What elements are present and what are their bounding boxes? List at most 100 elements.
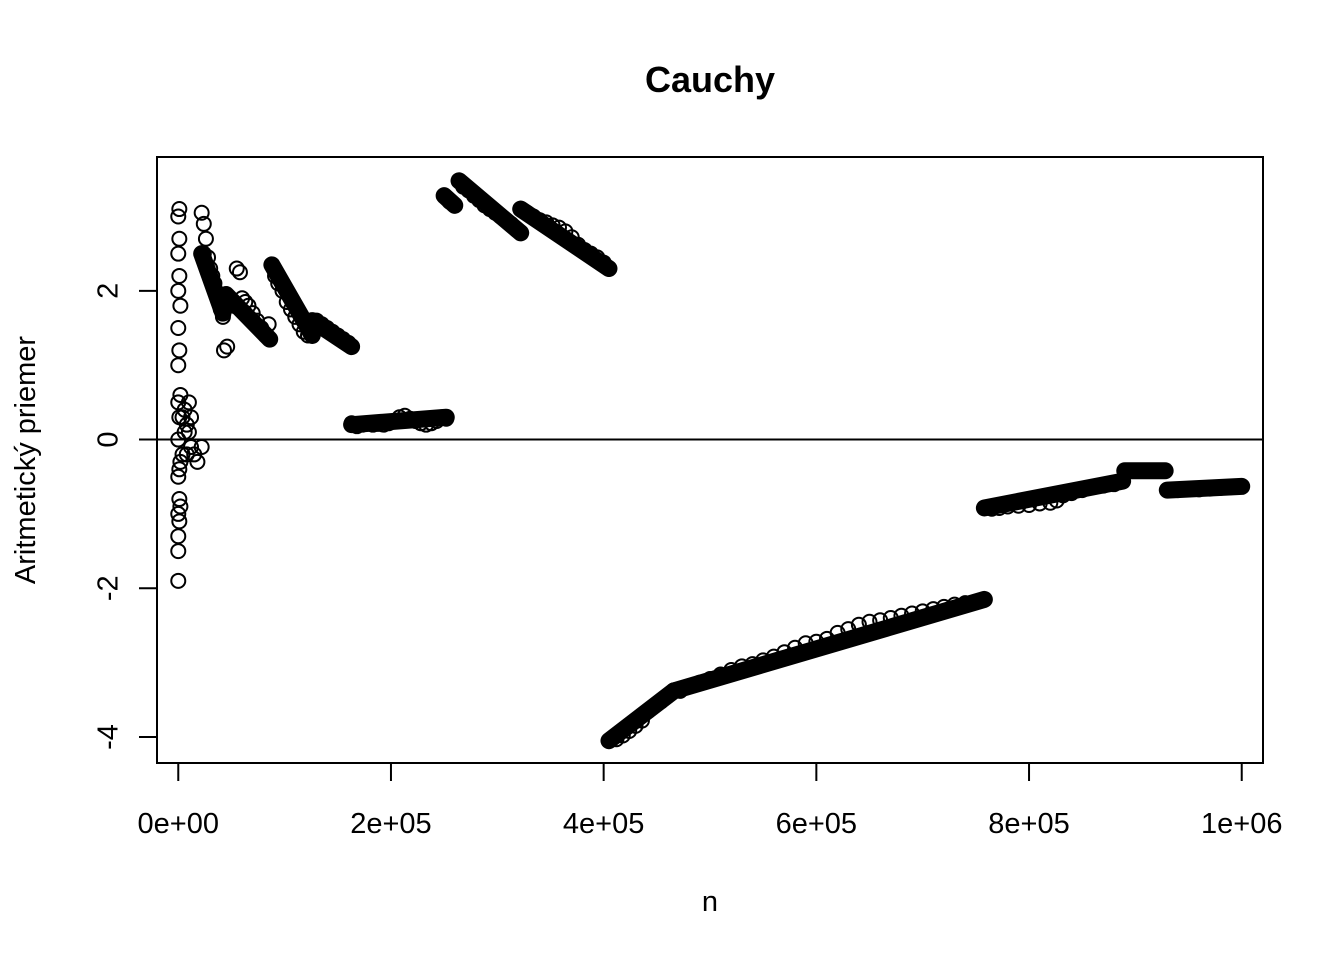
data-point	[197, 230, 214, 247]
data-point	[1114, 473, 1131, 490]
data-point	[215, 342, 232, 359]
data-point	[170, 320, 187, 337]
data-point	[202, 260, 219, 277]
data-point	[882, 610, 899, 627]
data-marks	[170, 172, 1251, 750]
data-point	[171, 201, 188, 218]
data-point	[204, 267, 221, 284]
data-point	[195, 215, 212, 232]
data-point	[600, 260, 617, 277]
data-point	[1055, 487, 1072, 504]
data-point	[991, 499, 1008, 516]
data-point	[471, 192, 488, 209]
data-point	[976, 591, 993, 608]
data-point	[787, 639, 804, 656]
data-point	[665, 682, 682, 699]
data-point	[691, 674, 708, 691]
data-point	[183, 438, 200, 455]
data-point	[171, 267, 188, 284]
data-point	[1169, 482, 1186, 499]
data-point	[712, 666, 729, 683]
data-point	[170, 208, 187, 225]
data-point	[364, 416, 381, 433]
data-point	[1084, 479, 1101, 496]
data-point	[1031, 495, 1048, 512]
data-point	[744, 656, 761, 673]
data-point	[231, 264, 248, 281]
data-point	[200, 249, 217, 266]
data-point	[193, 204, 210, 221]
x-tick-label: 0e+00	[138, 808, 219, 840]
data-point	[723, 662, 740, 679]
data-point	[808, 633, 825, 650]
data-point	[171, 461, 188, 478]
data-point	[1191, 481, 1208, 498]
data-point	[170, 572, 187, 589]
data-point	[219, 338, 236, 355]
data-point	[946, 596, 963, 613]
data-point	[1201, 480, 1218, 497]
data-point	[180, 424, 197, 441]
x-axis-label: n	[702, 886, 718, 918]
data-point	[170, 245, 187, 262]
y-axis: -4 -2 0 2	[93, 283, 158, 750]
data-point	[170, 468, 187, 485]
data-band	[1158, 477, 1251, 499]
data-point	[257, 327, 274, 344]
data-point	[914, 603, 931, 620]
data-point	[1157, 462, 1174, 479]
data-point	[508, 221, 525, 238]
y-tick-label: -2	[93, 575, 125, 601]
data-point	[850, 616, 867, 633]
chart-title: Cauchy	[645, 59, 775, 100]
data-point	[170, 543, 187, 560]
data-point	[1233, 478, 1250, 495]
data-point	[893, 607, 910, 624]
data-point	[765, 648, 782, 665]
data-point	[274, 282, 291, 299]
data-point	[446, 197, 463, 214]
data-point	[957, 595, 974, 612]
data-point	[872, 612, 889, 629]
y-tick-label: 2	[93, 283, 125, 299]
data-point	[672, 682, 689, 699]
data-point	[237, 293, 254, 310]
data-point	[170, 528, 187, 545]
data-point	[171, 230, 188, 247]
data-point	[733, 658, 750, 675]
data-point	[1063, 485, 1080, 502]
data-point	[702, 670, 718, 687]
data-point	[300, 327, 317, 344]
data-point	[680, 678, 697, 695]
data-point	[797, 635, 814, 652]
data-point	[1106, 476, 1123, 493]
x-tick-label: 4e+05	[563, 808, 644, 840]
data-point	[370, 415, 387, 432]
y-tick-label: 0	[93, 431, 125, 447]
data-point	[263, 256, 280, 273]
data-point	[465, 187, 482, 204]
data-point	[512, 224, 529, 241]
data-point	[776, 644, 793, 661]
data-point	[193, 438, 210, 455]
x-tick-label: 6e+05	[776, 808, 857, 840]
x-tick-label: 8e+05	[988, 808, 1069, 840]
data-point	[189, 453, 206, 470]
data-point	[195, 245, 212, 262]
data-point	[183, 409, 200, 426]
y-axis-label: Aritmetický priemer	[10, 336, 42, 584]
data-point	[1021, 496, 1038, 513]
data-point	[171, 491, 188, 508]
data-point	[1095, 477, 1112, 494]
data-point	[218, 286, 235, 303]
data-point	[999, 498, 1016, 515]
data-point	[176, 424, 193, 441]
data-point	[600, 732, 617, 749]
data-point	[1159, 482, 1176, 499]
data-point	[267, 267, 284, 284]
data-point	[171, 342, 188, 359]
data-point	[1138, 462, 1155, 479]
data-point	[1074, 482, 1091, 499]
